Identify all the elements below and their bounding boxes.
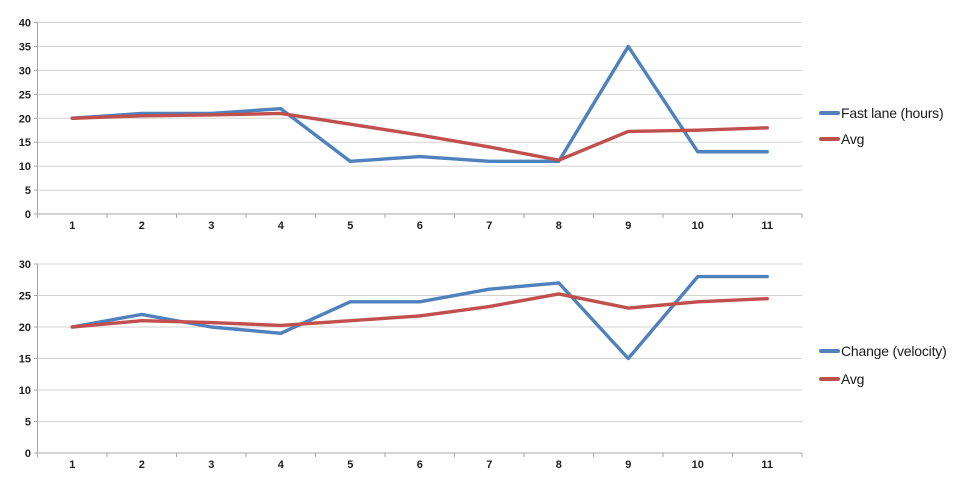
legend-item-avg[interactable]: Avg [819,126,943,152]
legend-label: Avg [841,371,865,387]
x-axis-label: 7 [486,459,492,471]
y-axis-label: 40 [19,18,31,30]
line-marker-icon [819,349,840,353]
legend-label: Avg [841,131,865,147]
y-axis-label: 0 [25,448,31,460]
series-line-avg[interactable] [70,292,769,329]
y-axis-label: 35 [19,41,31,53]
change-velocity-chart: 0 5 10 15 20 25 30 1 2 3 4 5 6 7 8 9 10 11 Change (veloci… [0,242,968,483]
x-axis-label: 9 [625,459,631,471]
legend-label: Fast lane (hours) [841,105,944,121]
change-velocity-legend: Change (velocity) Avg [819,337,947,393]
x-axis-label: 7 [486,220,492,232]
legend-label: Change (velocity) [841,343,947,359]
series-line-primary[interactable] [70,44,769,164]
y-axis-label: 0 [25,209,31,221]
y-axis-label: 20 [19,113,31,125]
x-axis-label: 11 [761,220,773,232]
x-axis-label: 1 [69,459,75,471]
x-axis-label: 10 [692,220,704,232]
x-axis-label: 6 [417,220,423,232]
legend-item-avg[interactable]: Avg [819,365,947,393]
line-marker-icon [819,377,840,381]
change-velocity-plot-area[interactable]: 0 5 10 15 20 25 30 1 2 3 4 5 6 7 8 9 10 11 [0,242,810,483]
x-axis-label: 8 [556,459,562,471]
y-axis-label: 25 [19,291,31,303]
legend-item-fast-lane[interactable]: Fast lane (hours) [819,100,944,126]
y-axis-label: 15 [19,137,31,149]
x-axis-label: 3 [208,220,214,232]
y-axis-label: 25 [19,89,31,101]
x-axis-label: 11 [761,459,773,471]
fast-lane-plot-area[interactable]: 0 5 10 15 20 25 30 35 40 1 2 3 4 5 6 7 8 9 10 11 [0,0,810,241]
line-marker-icon [819,137,840,141]
x-axis-label: 3 [208,459,214,471]
y-axis-label: 10 [19,161,31,173]
fast-lane-legend: Fast lane (hours) Avg [819,100,944,152]
x-axis-label: 10 [692,459,704,471]
x-axis-label: 2 [139,459,145,471]
x-axis-label: 4 [278,220,285,232]
x-axis-label: 4 [278,459,285,471]
x-axis-label: 9 [625,220,631,232]
x-axis-label: 8 [556,220,562,232]
y-axis-label: 5 [25,417,31,429]
y-axis-label: 5 [25,185,31,197]
y-axis-label: 30 [19,65,31,77]
line-marker-icon [819,111,840,115]
fast-lane-chart: 0 5 10 15 20 25 30 35 40 1 2 3 4 5 6 7 8 9 10 11 Fast lane … [0,0,968,241]
y-axis-label: 15 [19,354,31,366]
y-axis-label: 20 [19,322,31,334]
x-axis-label: 2 [139,220,145,232]
legend-item-change-velocity[interactable]: Change (velocity) [819,337,947,365]
y-axis-label: 30 [19,259,31,271]
x-axis-label: 5 [347,459,353,471]
series-line-avg[interactable] [70,111,769,162]
y-axis-label: 10 [19,385,31,397]
x-axis-label: 1 [69,220,75,232]
x-axis-label: 6 [417,459,423,471]
x-axis-label: 5 [347,220,353,232]
